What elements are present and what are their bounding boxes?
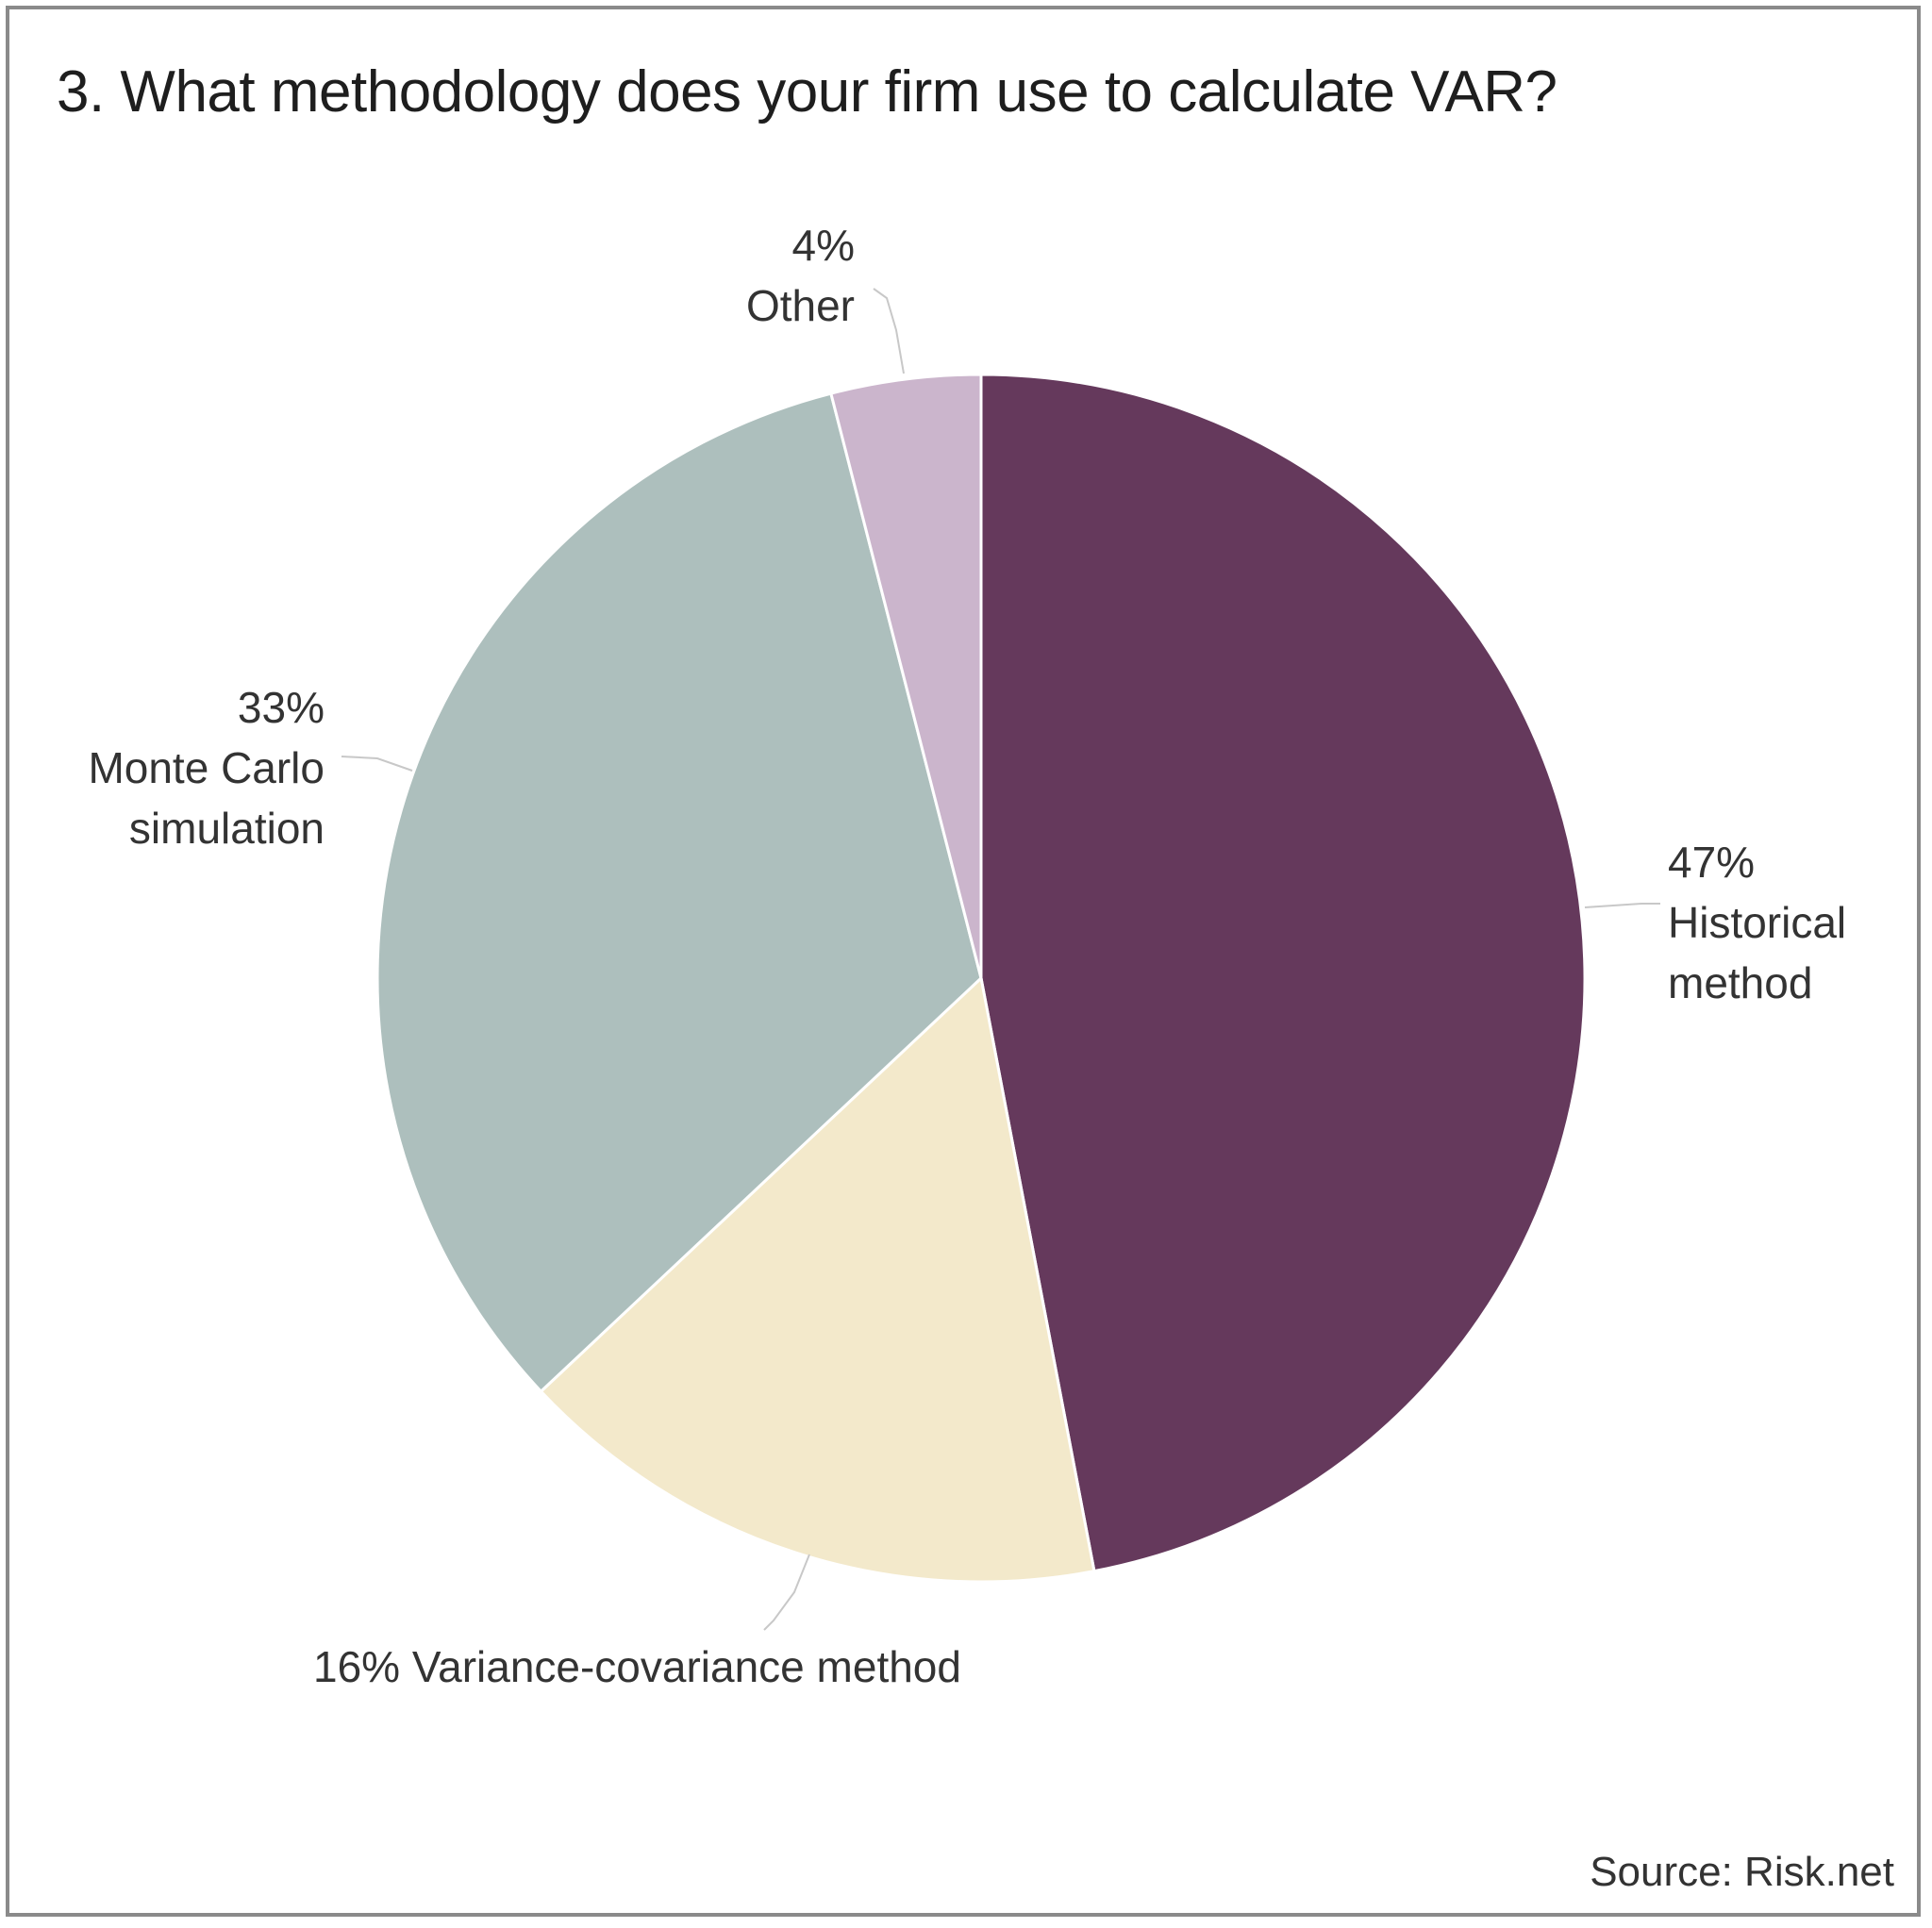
slice-label-line: Historical [1668,898,1846,947]
pie-slices [375,373,1587,1584]
slice-label-line: 33% [238,683,325,732]
slice-label-1: 47% Historical method [1668,838,1846,1007]
pie-slice-4 [829,373,983,979]
pie-slice-2 [539,975,1096,1584]
slice-label-line: Other [746,281,855,330]
leader-line-2 [763,1554,810,1631]
chart-source: Source: Risk.net [1590,1849,1894,1895]
leader-line-3 [341,756,413,772]
slice-labels: 47% Historical method 16% Variance-covarian… [88,221,1846,1691]
slice-label-3: 33% Monte Carlo simulation [88,683,325,853]
leader-line-4 [873,288,905,374]
slice-label-line: 47% [1668,838,1755,887]
slice-label-4: 4% Other [746,221,855,330]
slice-label-line: simulation [129,804,325,853]
label-leader-lines [341,288,1660,1631]
chart-title: 3. What methodology does your firm use t… [57,59,1557,125]
slice-label-line: 16% Variance-covariance method [313,1642,961,1691]
slice-label-line: Monte Carlo [88,743,325,792]
pie-slice-3 [375,391,983,1394]
slice-label-line: method [1668,958,1812,1007]
leader-line-1 [1584,903,1660,908]
pie-slice-1 [979,373,1587,1573]
slice-label-line: 4% [792,221,855,270]
slice-label-2: 16% Variance-covariance method [313,1642,961,1691]
